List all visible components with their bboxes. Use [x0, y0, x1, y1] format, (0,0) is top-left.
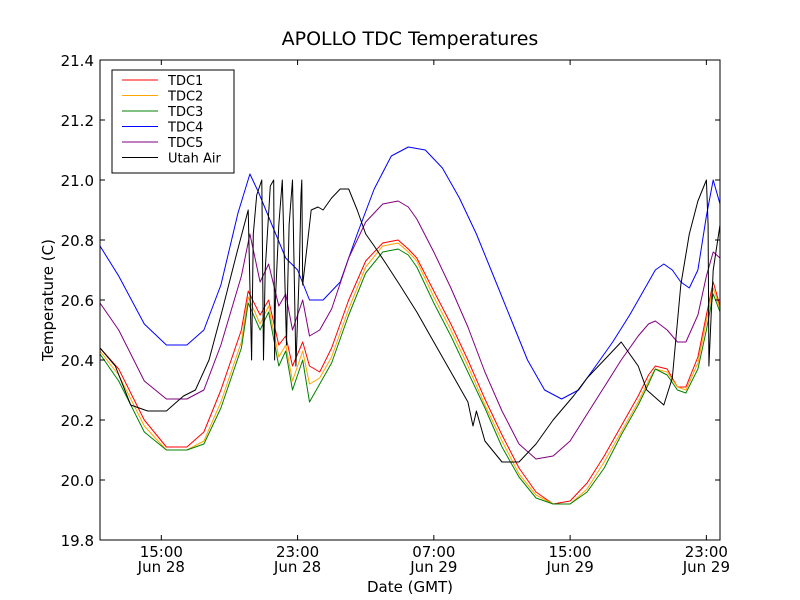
series-line-tdc5 [100, 200, 720, 460]
legend-entry-label: Utah Air [168, 152, 221, 167]
x-tick-label-date: Jun 28 [273, 558, 321, 576]
series-line-utah-air [100, 179, 720, 463]
x-tick-label-date: Jun 29 [545, 558, 593, 576]
y-tick-label: 19.8 [61, 532, 94, 550]
y-tick-label: 20.8 [61, 232, 94, 250]
series-line-tdc2 [100, 242, 720, 505]
y-tick-label: 21.0 [61, 172, 94, 190]
y-tick-label: 20.6 [61, 292, 94, 310]
x-axis-label: Date (GMT) [367, 578, 453, 596]
legend-entry-label: TDC1 [167, 74, 203, 89]
series-line-tdc4 [100, 146, 720, 400]
series-layer [100, 146, 720, 505]
y-tick-label: 20.2 [61, 412, 94, 430]
legend-entry-label: TDC2 [167, 90, 203, 105]
y-tick-label: 21.4 [61, 52, 94, 70]
series-line-tdc3 [100, 248, 720, 505]
y-axis-label: Temperature (C) [39, 239, 57, 362]
ticks-layer: 19.8 20.0 20.2 20.4 20.6 20.8 21.0 21.2 21.4 15:0… [61, 52, 730, 576]
x-tick-label-time: 15:00 [140, 543, 183, 561]
x-tick-label-date: Jun 29 [682, 558, 730, 576]
x-tick-label-date: Jun 29 [409, 558, 457, 576]
y-tick-label: 21.2 [61, 112, 94, 130]
series-line-tdc1 [100, 239, 720, 505]
chart-title: APOLLO TDC Temperatures [282, 28, 539, 50]
x-tick-label-time: 07:00 [412, 543, 455, 561]
x-tick-label-time: 23:00 [685, 543, 728, 561]
y-tick-label: 20.0 [61, 472, 94, 490]
x-tick-label-time: 15:00 [548, 543, 591, 561]
x-tick-label-date: Jun 28 [137, 558, 185, 576]
legend-entry-label: TDC4 [167, 121, 203, 136]
legend-entry-label: TDC3 [167, 105, 203, 120]
y-tick-label: 20.4 [61, 352, 94, 370]
x-tick-label-time: 23:00 [276, 543, 319, 561]
legend-entry-label: TDC5 [167, 136, 203, 151]
legend-box [111, 69, 235, 174]
